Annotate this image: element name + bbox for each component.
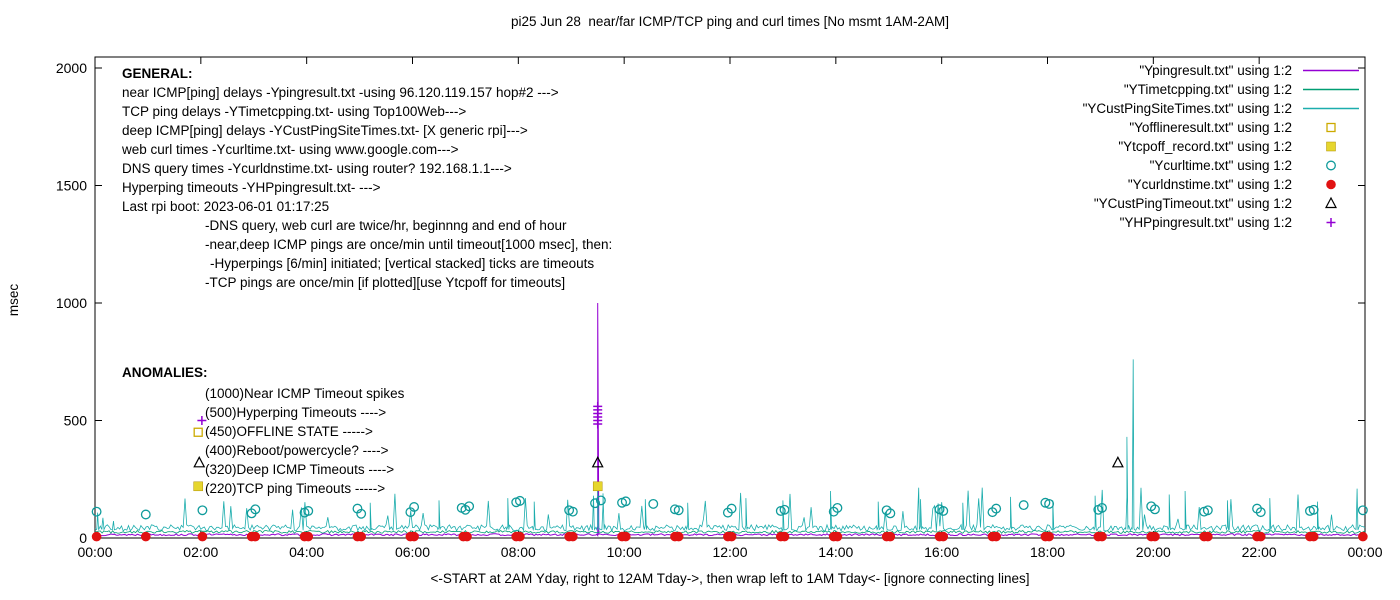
legend-label-yofflineresult: "Yofflineresult.txt" using 1:2 [1129,120,1292,135]
general-line: DNS query times -Ycurldnstime.txt- using… [122,161,512,176]
series-points-Ycurldnstime.txt [91,531,1368,542]
series-points-Ycurltime.txt [91,495,1368,520]
legend-label-ycurldnstime: "Ycurldnstime.txt" using 1:2 [1127,177,1292,192]
general-line: TCP ping delays -YTimetcpping.txt- using… [122,104,467,119]
x-tick-label: 12:00 [712,544,747,560]
series-points-YHPpingresult.txt [593,401,603,429]
series-points-YCustPingTimeout.txt [591,456,1124,468]
general-line: Hyperping timeouts -YHPpingresult.txt- -… [122,180,381,195]
anomaly-line: (500)Hyperping Timeouts ----> [205,405,387,420]
axis-ticks: 00:00 02:00 04:00 06:00 08:00 10:00 12:00 14:00… [56,57,1383,560]
legend-marker-open-circle [1326,160,1336,171]
legend-marker-filled-circle [1326,179,1336,190]
y-tick-label: 1500 [56,178,87,194]
x-tick-label: 16:00 [924,544,959,560]
series-points-Ytcpoff_record.txt [592,481,603,492]
general-line: -TCP pings are once/min [if plotted][use… [205,275,566,290]
legend-marker-open-triangle [1325,196,1337,209]
anomaly-line: (1000)Near ICMP Timeout spikes [205,386,405,401]
anomaly-line: (220)TCP ping Timeouts -----> [205,481,386,496]
anomalies-heading: ANOMALIES: [122,365,208,380]
general-line: Last rpi boot: 2023-06-01 01:17:25 [122,199,330,214]
y-tick-label: 1000 [56,295,87,311]
anomalies-annotation: (1000)Near ICMP Timeout spikes (500)Hype… [205,384,404,498]
x-tick-label: 00:00 [1347,544,1382,560]
legend-label-ypingresult: "Ypingresult.txt" using 1:2 [1139,63,1292,78]
x-axis-label: <-START at 2AM Yday, right to 12AM Tday-… [430,571,1030,586]
legend-label-ytcpoff-record: "Ytcpoff_record.txt" using 1:2 [1118,139,1292,154]
legend-label-ytimetcpping: "YTimetcpping.txt" using 1:2 [1123,82,1292,97]
x-tick-label: 06:00 [395,544,430,560]
y-tick-label: 0 [79,530,87,546]
x-tick-label: 14:00 [818,544,853,560]
x-tick-label: 18:00 [1030,544,1065,560]
legend-markers [1303,69,1359,227]
general-line: near ICMP[ping] delays -Ypingresult.txt … [122,85,559,100]
x-tick-label: 00:00 [77,544,112,560]
y-tick-label: 500 [64,413,88,429]
x-tick-label: 08:00 [501,544,536,560]
general-line: -DNS query, web curl are twice/hr, begin… [205,218,567,233]
general-heading: GENERAL: [122,66,193,81]
anomaly-line: (450)OFFLINE STATE -----> [205,424,373,439]
anomaly-markers [193,416,207,492]
x-tick-label: 02:00 [183,544,218,560]
general-line: deep ICMP[ping] delays -YCustPingSiteTim… [122,123,528,138]
general-annotation: GENERAL: near ICMP[ping] delays -Ypingre… [122,64,612,292]
legend-marker-open-square [1326,122,1336,133]
series-line-YCustPingSiteTimes.txt [94,359,1366,533]
legend-label-yhppingresult: "YHPpingresult.txt" using 1:2 [1119,215,1292,230]
general-line: web curl times -Ycurltime.txt- using www… [122,142,459,157]
anomaly-line: (400)Reboot/powercycle? ----> [205,443,389,458]
legend-marker-filled-square [1326,141,1336,152]
x-tick-label: 20:00 [1136,544,1171,560]
legend-label-ycustpingsitetimes: "YCustPingSiteTimes.txt" using 1:2 [1082,101,1292,116]
legend-label-ycustpingtimeout: "YCustPingTimeout.txt" using 1:2 [1093,196,1292,211]
legend-marker-plus [1326,218,1336,227]
x-tick-label: 04:00 [289,544,324,560]
y-axis-label: msec [6,283,21,317]
x-tick-label: 10:00 [607,544,642,560]
anomaly-line: (320)Deep ICMP Timeouts ----> [205,462,395,477]
chart-title: pi25 Jun 28 near/far ICMP/TCP ping and c… [511,14,949,29]
general-line: -Hyperpings [6/min] initiated; [vertical… [210,256,595,271]
legend: "Ypingresult.txt" using 1:2 "YTimetcppin… [1083,61,1292,232]
x-tick-label: 22:00 [1242,544,1277,560]
general-line: -near,deep ICMP pings are once/min until… [205,237,613,252]
legend-label-ycurltime: "Ycurltime.txt" using 1:2 [1149,158,1292,173]
y-tick-label: 2000 [56,60,87,76]
